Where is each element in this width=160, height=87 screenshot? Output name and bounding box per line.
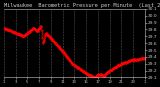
- Text: Milwaukee  Barometric Pressure per Minute  (Last 24 Hours): Milwaukee Barometric Pressure per Minute…: [4, 3, 160, 8]
